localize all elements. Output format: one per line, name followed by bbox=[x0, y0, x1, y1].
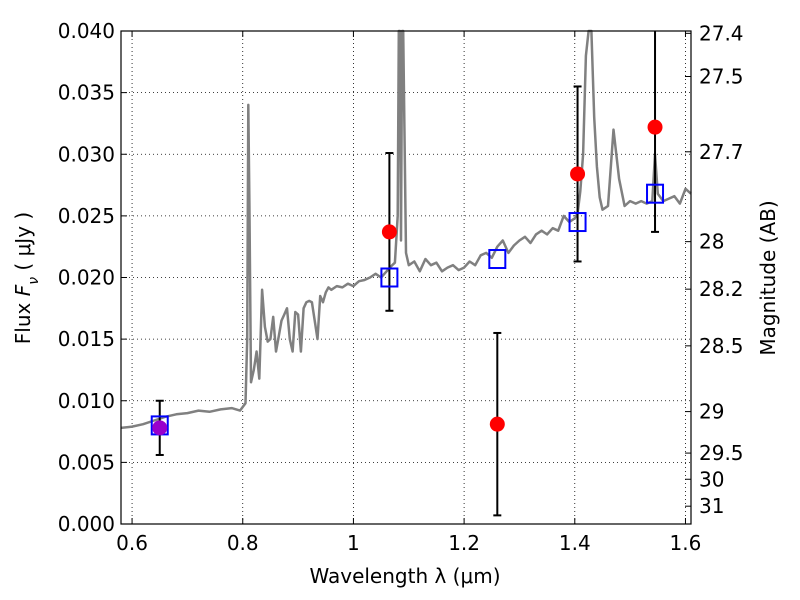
mag-tick-label: 27.7 bbox=[699, 140, 744, 164]
mag-tick-label: 31 bbox=[699, 494, 724, 518]
data-point bbox=[152, 420, 167, 435]
sed-chart: 0.6 0.8 1 1.2 1.4 1.6 0.000 0.005 0.010 0.015 0.02… bbox=[0, 0, 800, 600]
data-point bbox=[648, 120, 663, 135]
data-point bbox=[382, 224, 397, 239]
mag-tick-label: 27.4 bbox=[699, 21, 744, 45]
y-tick-label: 0.015 bbox=[58, 327, 115, 351]
grid-lines bbox=[121, 31, 691, 524]
x-tick-label: 1.4 bbox=[559, 531, 591, 555]
y-tick-label: 0.020 bbox=[58, 266, 115, 290]
y-tick-label: 0.005 bbox=[58, 450, 115, 474]
x-axis-label: Wavelength λ (μm) bbox=[309, 564, 500, 588]
x-tick-label: 0.6 bbox=[116, 531, 148, 555]
spectrum-line bbox=[121, 31, 691, 428]
x-tick-label: 0.8 bbox=[227, 531, 259, 555]
y-tick-label: 0.025 bbox=[58, 204, 115, 228]
data-point bbox=[570, 166, 585, 181]
photometry-layer bbox=[152, 31, 663, 515]
spectrum-layer bbox=[121, 31, 691, 428]
x-tick-label: 1 bbox=[347, 531, 360, 555]
x-tick-label: 1.6 bbox=[670, 531, 702, 555]
y-tick-label: 0.010 bbox=[58, 389, 115, 413]
x-tick-label: 1.2 bbox=[448, 531, 480, 555]
mag-tick-label: 28 bbox=[699, 230, 724, 254]
y-axis-label: Flux Fν ( μJy ) bbox=[11, 212, 42, 344]
mag-tick-label: 27.5 bbox=[699, 65, 744, 89]
y-tick-label: 0.030 bbox=[58, 142, 115, 166]
data-point bbox=[490, 417, 505, 432]
y-tick-label: 0.035 bbox=[58, 81, 115, 105]
y-tick-label: 0.040 bbox=[58, 19, 115, 43]
mag-tick-label: 29.5 bbox=[699, 441, 744, 465]
y-tick-label: 0.000 bbox=[58, 512, 115, 536]
y2-axis-label: Magnitude (AB) bbox=[756, 200, 780, 355]
mag-tick-label: 28.5 bbox=[699, 334, 744, 358]
mag-tick-label: 29 bbox=[699, 400, 724, 424]
mag-tick-label: 28.2 bbox=[699, 277, 744, 301]
mag-tick-label: 30 bbox=[699, 467, 724, 491]
